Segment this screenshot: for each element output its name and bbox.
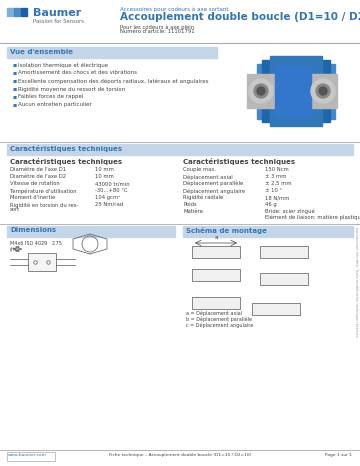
Bar [262,60,330,122]
Text: a: a [214,235,218,240]
Text: Schéma de montage: Schéma de montage [186,227,267,234]
Bar [252,303,300,315]
Text: sort: sort [10,207,20,212]
Text: ± 2,5 mm: ± 2,5 mm [265,181,292,186]
Text: Déplacement axial: Déplacement axial [183,174,233,179]
Text: Matière: Matière [183,209,203,214]
Text: Passion for Sensors: Passion for Sensors [33,19,84,24]
Text: Aucun entretien particulier: Aucun entretien particulier [18,102,92,107]
Text: Amortissement des chocs et des vibrations: Amortissement des chocs et des vibration… [18,70,137,75]
Text: Vitesse de rotation: Vitesse de rotation [10,181,60,186]
Circle shape [249,79,273,103]
Bar [7,8,13,16]
Text: Dimensions: Dimensions [10,227,56,233]
Text: Caractéristiques techniques: Caractéristiques techniques [10,158,122,165]
Bar [28,253,56,271]
Bar [7,226,175,237]
Bar [7,47,217,58]
Text: Diamètre de l'axe D2: Diamètre de l'axe D2 [10,174,66,179]
Text: ± 10 °: ± 10 ° [265,188,282,193]
Text: Caractéristiques techniques: Caractéristiques techniques [183,158,295,165]
Text: Isolation thermique et électrique: Isolation thermique et électrique [18,62,108,68]
Text: Poids: Poids [183,202,197,207]
Bar [260,246,308,258]
Text: Fiche technique – Accouplement double boucle (D1=10 / D2=10): Fiche technique – Accouplement double bo… [109,453,251,457]
Bar [270,56,322,126]
Bar [192,297,240,309]
Bar [309,74,337,108]
Bar [21,8,27,16]
Text: ▪: ▪ [12,78,16,83]
Text: Caractéristiques techniques: Caractéristiques techniques [10,145,122,152]
Text: www.baumer.com: www.baumer.com [8,453,47,457]
Text: Déplacement parallèle: Déplacement parallèle [183,181,243,186]
Text: a = Déplacement axial: a = Déplacement axial [186,311,242,316]
Text: ▪: ▪ [12,62,16,67]
Text: Rigidité moyenne du ressort de torsion: Rigidité moyenne du ressort de torsion [18,86,125,91]
Text: 10 mm: 10 mm [95,167,114,172]
Circle shape [311,79,335,103]
Bar [260,273,308,285]
Text: 25 Nm/rad: 25 Nm/rad [95,202,123,207]
Text: 43000 tr/min: 43000 tr/min [95,181,130,186]
Text: Rigidité radiale: Rigidité radiale [183,195,223,200]
Bar [247,74,275,108]
Text: 150 Ncm: 150 Ncm [265,167,289,172]
Text: 18 N/mm: 18 N/mm [265,195,289,200]
Text: ▪: ▪ [12,86,16,91]
Text: Faibles forces de rappel: Faibles forces de rappel [18,94,84,99]
Text: Accouplement double boucle (D1=10 / D2=10): Accouplement double boucle (D1=10 / D2=1… [120,12,360,22]
Text: Moment d'inertie: Moment d'inertie [10,195,55,200]
Bar [14,8,20,16]
Circle shape [257,87,265,95]
Text: 10 mm: 10 mm [95,174,114,179]
Text: ▪: ▪ [12,102,16,107]
Text: Accessoires pour codeurs à axe sortant: Accessoires pour codeurs à axe sortant [120,6,229,12]
Text: b = Déplacement parallèle: b = Déplacement parallèle [186,317,252,322]
Text: Numéro d'article: 11101791: Numéro d'article: 11101791 [120,29,195,34]
Text: Bride: acier zingué: Bride: acier zingué [265,209,315,214]
Circle shape [254,84,268,98]
Text: Rigidité en torsion du res-: Rigidité en torsion du res- [10,202,78,207]
Bar [192,246,240,258]
Bar [183,226,353,237]
Text: Température d'utilisation: Température d'utilisation [10,188,76,193]
Text: ▪: ▪ [12,94,16,99]
Bar [7,144,353,155]
Text: Elément de liaison: matière plastique: Elément de liaison: matière plastique [265,214,360,219]
Bar [7,452,55,461]
Text: 2,75: 2,75 [52,241,63,246]
Text: ▪: ▪ [12,70,16,75]
Text: Déplacement angulaire: Déplacement angulaire [183,188,245,193]
Bar [192,269,240,281]
Text: -30...+80 °C: -30...+80 °C [95,188,127,193]
Text: Excellente compensation des déports radiaux, latéraux et angulaires: Excellente compensation des déports radi… [18,78,208,83]
Text: 104 gcm²: 104 gcm² [95,195,120,200]
Text: Couple max.: Couple max. [183,167,216,172]
Bar [257,64,335,119]
Text: Pour les codeurs à axe plein: Pour les codeurs à axe plein [120,24,194,29]
Text: M4x6 ISO 4029
(Hu): M4x6 ISO 4029 (Hu) [10,241,47,252]
Text: c = Déplacement angulaire: c = Déplacement angulaire [186,323,253,329]
Text: © reproduction interdite. Toute modification technique réservée.: © reproduction interdite. Toute modifica… [354,222,358,338]
Text: ± 3 mm: ± 3 mm [265,174,287,179]
Circle shape [316,84,330,98]
Text: Page 1 sur 1: Page 1 sur 1 [325,453,352,457]
Text: Baumer: Baumer [33,8,81,18]
Text: 46 g: 46 g [265,202,277,207]
Circle shape [319,87,327,95]
Text: Vue d'ensemble: Vue d'ensemble [10,48,73,55]
Text: Diamètre de l'axe D1: Diamètre de l'axe D1 [10,167,66,172]
Bar [275,66,311,116]
